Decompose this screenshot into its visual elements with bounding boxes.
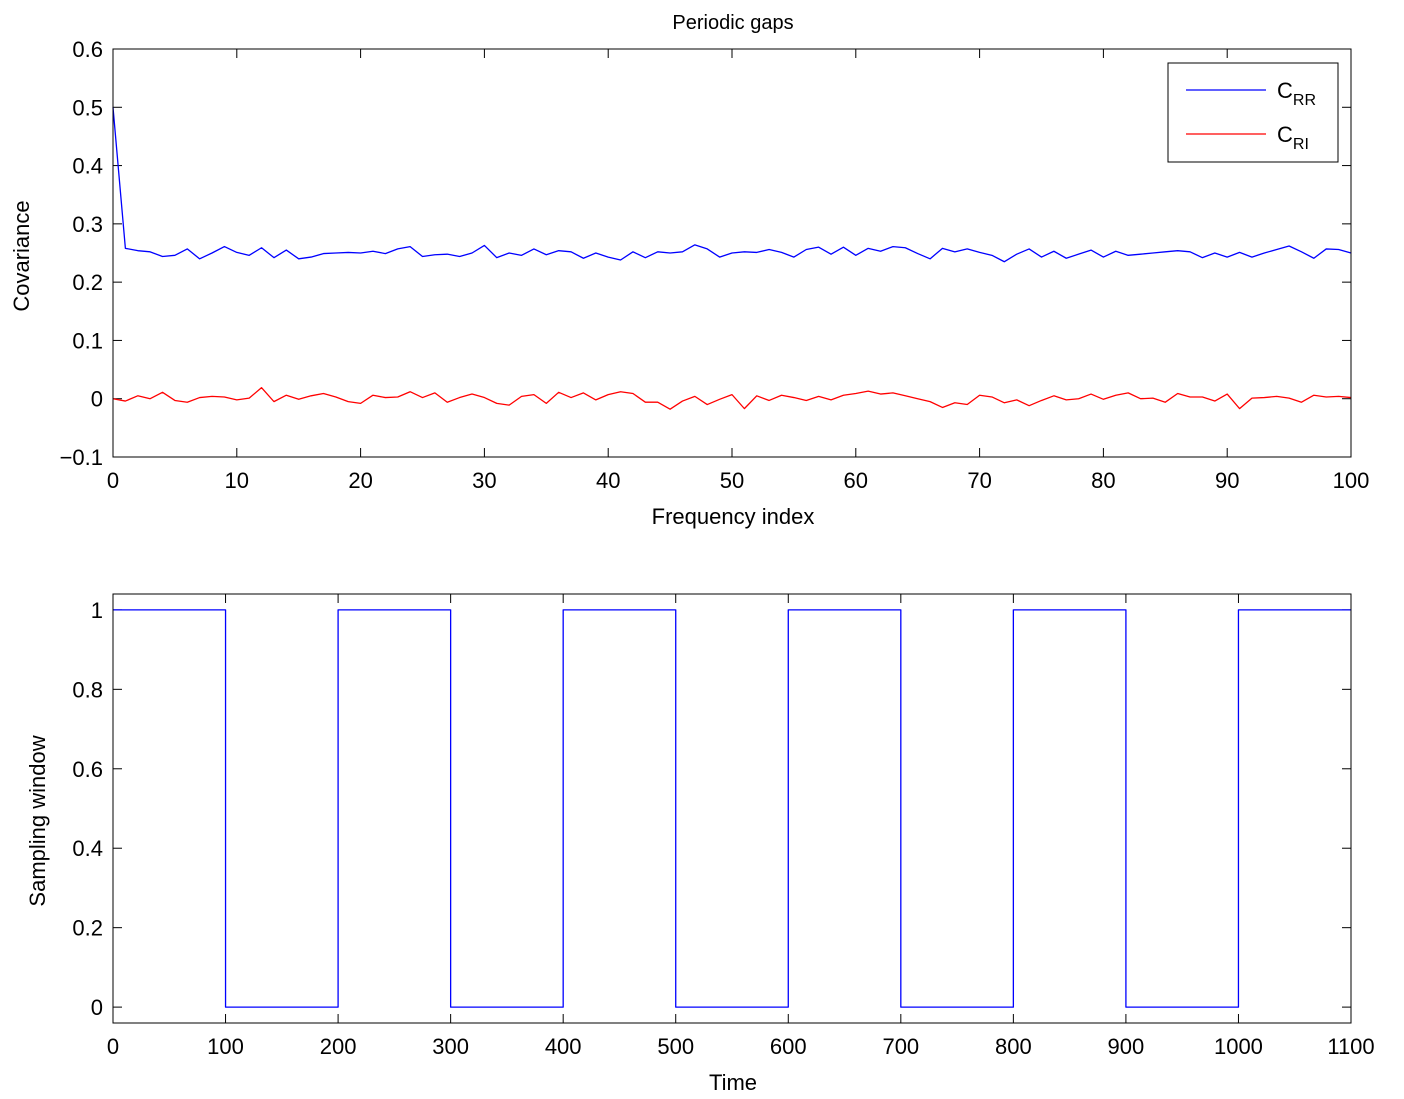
x-tick-label: 100	[1333, 468, 1370, 493]
x-tick-label: 100	[207, 1034, 244, 1059]
y-axis-label: Covariance	[9, 200, 34, 311]
chart-title: Periodic gaps	[672, 12, 793, 34]
x-tick-label: 0	[107, 1034, 119, 1059]
x-tick-label: 200	[320, 1034, 357, 1059]
x-axis-label: Frequency index	[652, 504, 815, 529]
series-line-c-ri	[112, 386, 1352, 410]
y-tick-label: 0.8	[72, 677, 103, 702]
y-tick-label: −0.1	[60, 445, 103, 470]
x-tick-label: 1000	[1214, 1034, 1263, 1059]
series-group	[113, 609, 1351, 1008]
x-tick-label: 700	[882, 1034, 919, 1059]
x-tick-label: 10	[225, 468, 249, 493]
x-tick-label: 50	[720, 468, 744, 493]
y-tick-label: 0	[91, 995, 103, 1020]
y-tick-label: 0.4	[72, 836, 103, 861]
x-tick-label: 30	[472, 468, 496, 493]
x-tick-label: 400	[545, 1034, 582, 1059]
x-tick-label: 800	[995, 1034, 1032, 1059]
x-tick-label: 500	[657, 1034, 694, 1059]
x-tick-label: 20	[348, 468, 372, 493]
y-tick-label: 0.5	[72, 95, 103, 120]
series-line	[113, 609, 1351, 1008]
plot-frame	[112, 48, 1352, 458]
axis-ticks: 0 10 20 30 40 50 60 70 80 90 100−0.100.10.20.30.40…	[60, 37, 1370, 493]
x-tick-label: 70	[967, 468, 991, 493]
series-line-c-rr	[112, 107, 1352, 263]
y-tick-label: 0.6	[72, 37, 103, 62]
x-tick-label: 0	[107, 468, 119, 493]
y-axis-label: Sampling window	[25, 735, 50, 906]
x-tick-label: 40	[596, 468, 620, 493]
y-tick-label: 0.4	[72, 154, 103, 179]
y-tick-label: 0.3	[72, 212, 103, 237]
y-tick-label: 0	[91, 387, 103, 412]
y-tick-label: 0.2	[72, 916, 103, 941]
x-tick-label: 1100	[1327, 1034, 1374, 1059]
plot-frame	[112, 593, 1352, 1024]
x-tick-label: 90	[1215, 468, 1239, 493]
x-axis-label: Time	[709, 1070, 757, 1095]
x-tick-label: 300	[432, 1034, 469, 1059]
legend-label-c-ri: CRI	[1277, 122, 1309, 153]
x-tick-label: 60	[844, 468, 868, 493]
legend: CRR CRI	[1167, 62, 1339, 163]
series-group	[112, 107, 1352, 410]
x-tick-label: 900	[1108, 1034, 1145, 1059]
x-tick-label: 80	[1091, 468, 1115, 493]
legend-label-c-rr: CRR	[1277, 78, 1316, 109]
sampling-window-chart: Time Sampling window 0 100 200 300 400 500 600…	[25, 593, 1375, 1095]
y-tick-label: 1	[91, 598, 103, 623]
legend-box	[1167, 62, 1339, 163]
y-tick-label: 0.2	[72, 270, 103, 295]
x-tick-label: 600	[770, 1034, 807, 1059]
covariance-chart: Periodic gaps Frequency index Covariance…	[9, 12, 1369, 529]
y-tick-label: 0.1	[72, 328, 103, 353]
y-tick-label: 0.6	[72, 757, 103, 782]
